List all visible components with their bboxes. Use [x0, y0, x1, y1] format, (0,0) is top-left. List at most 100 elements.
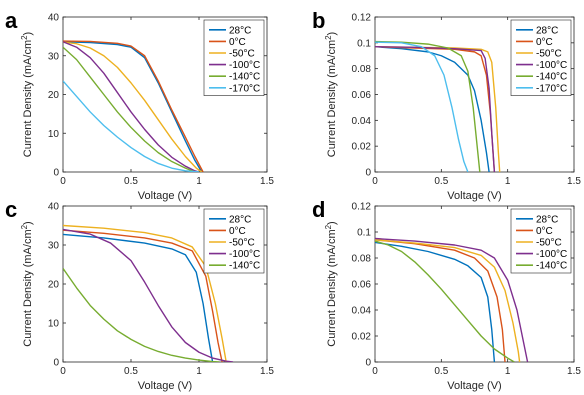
y-axis-label-sup: 2	[324, 35, 333, 40]
x-tick-label: 0.5	[124, 176, 138, 187]
legend-label: 0°C	[229, 226, 246, 237]
y-axis-label-end: )	[22, 32, 34, 36]
y-axis-label-main: Current Density (mA/cm	[22, 229, 34, 346]
legend-box	[510, 19, 572, 96]
legend-label: 0°C	[536, 226, 553, 237]
x-axis-label: Voltage (V)	[447, 380, 501, 392]
y-tick-label: 40	[48, 202, 60, 213]
series-line-3	[375, 46, 496, 172]
y-tick-label: 10	[48, 129, 60, 140]
y-axis-label-main: Current Density (mA/cm	[326, 40, 338, 157]
series-line-2	[375, 239, 521, 362]
y-axis-label: Current Density (mA/cm2)	[20, 221, 34, 346]
legend-label: -100°C	[229, 249, 260, 260]
x-axis-label: Voltage (V)	[447, 190, 501, 202]
x-tick-label: 0.5	[434, 366, 448, 377]
series-line-1	[63, 40, 204, 172]
y-tick-label: 10	[48, 319, 60, 330]
series-line-4	[63, 46, 196, 172]
series-line-2	[375, 46, 501, 172]
series-line-5	[63, 80, 200, 172]
y-tick-label: 0.1	[357, 38, 371, 49]
legend-box	[510, 208, 572, 274]
series-line-1	[375, 239, 506, 362]
y-tick-label: 0.06	[352, 280, 372, 291]
x-axis-label: Voltage (V)	[138, 190, 192, 202]
legend-label: -140°C	[229, 261, 260, 272]
x-tick-label: 1.5	[260, 176, 274, 187]
legend-label: -170°C	[229, 83, 260, 94]
y-tick-label: 0.02	[352, 332, 372, 343]
y-tick-label: 0.12	[352, 202, 372, 213]
x-tick-label: 0	[372, 176, 378, 187]
series-line-0	[375, 46, 490, 172]
legend-label: -100°C	[536, 60, 567, 71]
legend-label: -100°C	[536, 249, 567, 260]
y-axis-label: Current Density (mA/cm2)	[324, 221, 338, 346]
y-tick-label: 0	[365, 358, 371, 369]
series-line-4	[375, 40, 481, 172]
y-tick-label: 0	[365, 168, 371, 179]
panel-a: a 0 0.5 1 1.5 0 10 20 30 40 Voltage (V) Current Den…	[5, 8, 274, 202]
x-tick-label: 1	[196, 176, 202, 187]
series-group	[375, 40, 501, 172]
legend-box	[203, 208, 265, 274]
panel-label: b	[312, 8, 325, 33]
y-tick-label: 20	[48, 90, 60, 101]
legend-label: -50°C	[536, 238, 562, 249]
legend-label: -170°C	[536, 83, 567, 94]
series-line-0	[63, 233, 214, 362]
x-tick-label: 0	[60, 176, 66, 187]
legend-label: 28°C	[536, 25, 558, 36]
y-tick-label: 0.08	[352, 64, 372, 75]
y-tick-label: 30	[48, 51, 60, 62]
y-axis-label-main: Current Density (mA/cm	[22, 40, 34, 157]
y-axis-label-sup: 2	[324, 224, 333, 229]
y-axis-label: Current Density (mA/cm2)	[324, 32, 338, 157]
legend-label: 0°C	[229, 37, 246, 48]
series-line-5	[375, 41, 469, 172]
x-tick-label: 1	[196, 366, 202, 377]
legend-label: -50°C	[536, 49, 562, 60]
series-line-2	[63, 41, 203, 172]
x-tick-label: 1.5	[567, 366, 581, 377]
panel-label: a	[5, 8, 18, 33]
x-tick-label: 1	[505, 366, 511, 377]
x-tick-label: 1.5	[260, 366, 274, 377]
y-tick-label: 0	[53, 168, 59, 179]
y-tick-label: 30	[48, 241, 60, 252]
series-line-4	[63, 267, 220, 362]
series-line-1	[375, 46, 496, 172]
series-group	[63, 224, 234, 362]
legend-label: 28°C	[229, 214, 251, 225]
x-tick-label: 0.5	[434, 176, 448, 187]
legend-box	[203, 19, 265, 96]
y-tick-label: 40	[48, 13, 60, 24]
legend-label: 0°C	[536, 37, 553, 48]
legend-label: -140°C	[536, 261, 567, 272]
legend-label: 28°C	[536, 214, 558, 225]
y-axis-label-end: )	[326, 221, 338, 225]
series-line-0	[63, 41, 203, 172]
y-tick-label: 0.04	[352, 116, 372, 127]
panel-c: c 0 0.5 1 1.5 0 10 20 30 40 Voltage (V) Current Den…	[5, 197, 274, 392]
legend-label: 28°C	[229, 25, 251, 36]
series-line-2	[63, 224, 227, 362]
y-tick-label: 0	[53, 358, 59, 369]
series-line-3	[63, 41, 200, 172]
x-axis-label: Voltage (V)	[138, 380, 192, 392]
series-line-0	[375, 241, 496, 362]
y-tick-label: 0.12	[352, 13, 372, 24]
panel-label: c	[5, 197, 17, 222]
x-tick-label: 0.5	[124, 366, 138, 377]
legend-label: -140°C	[229, 72, 260, 83]
y-axis-label: Current Density (mA/cm2)	[20, 32, 34, 157]
legend-label: -50°C	[229, 49, 255, 60]
legend-label: -140°C	[536, 72, 567, 83]
y-tick-label: 0.08	[352, 254, 372, 265]
series-line-4	[375, 240, 515, 362]
series-line-3	[63, 228, 234, 362]
x-tick-label: 1.5	[567, 176, 581, 187]
legend-label: -50°C	[229, 238, 255, 249]
y-tick-label: 0.02	[352, 142, 372, 153]
